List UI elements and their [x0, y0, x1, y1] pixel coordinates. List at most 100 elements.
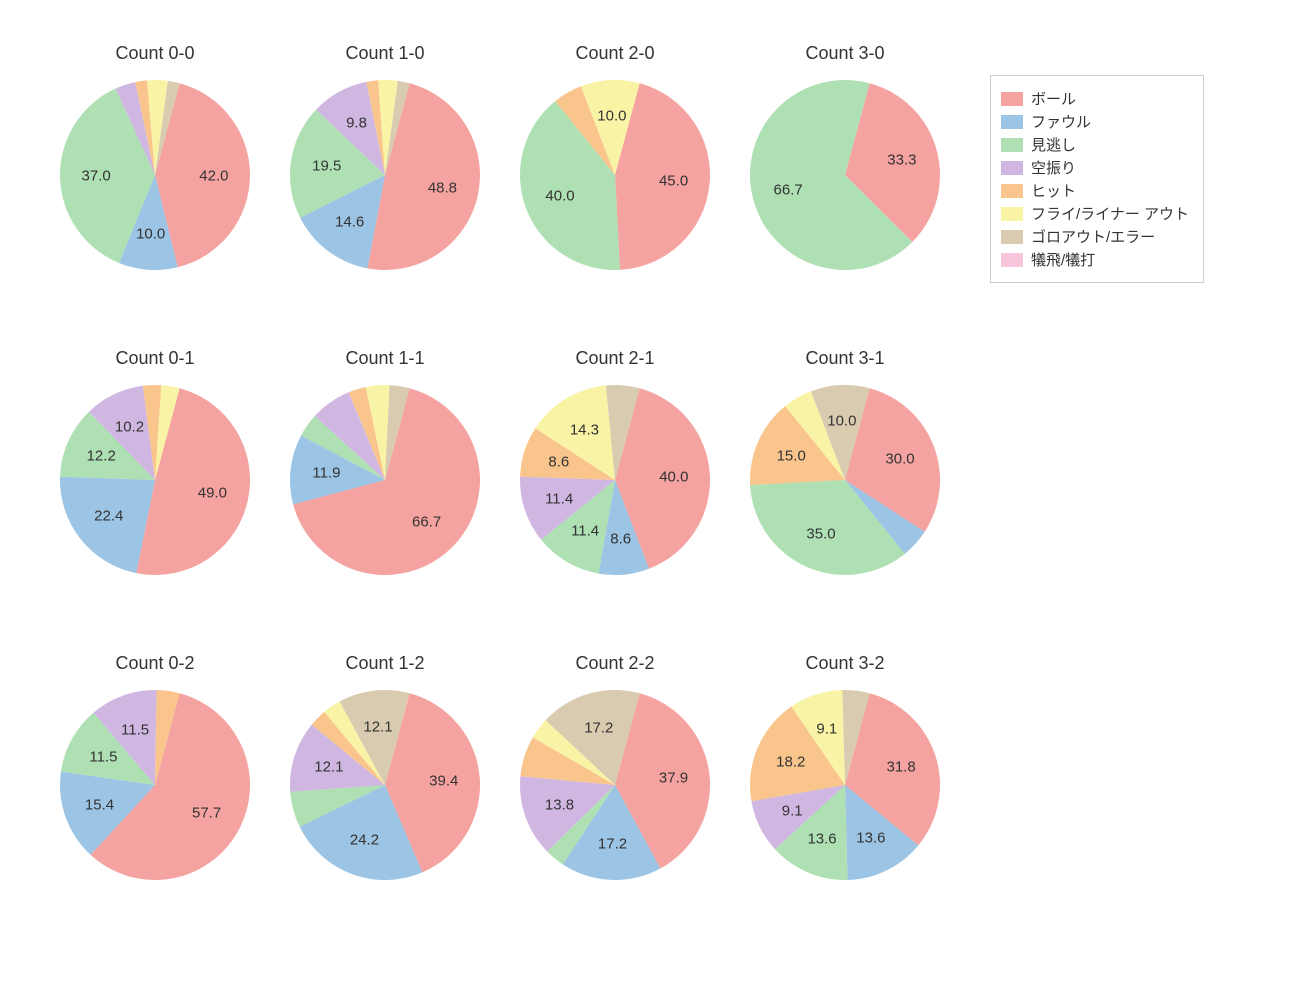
chart-title: Count 3-0 — [745, 43, 945, 64]
chart-title: Count 2-1 — [515, 348, 715, 369]
legend-label: 犠飛/犠打 — [1031, 249, 1095, 270]
chart-title: Count 2-0 — [515, 43, 715, 64]
legend: ボールファウル見逃し空振りヒットフライ/ライナー アウトゴロアウト/エラー犠飛/… — [990, 75, 1204, 283]
slice-label: 9.1 — [782, 803, 803, 820]
slice-label: 35.0 — [806, 525, 835, 542]
chart-title: Count 2-2 — [515, 653, 715, 674]
legend-label: ファウル — [1031, 111, 1091, 132]
slice-label: 40.0 — [659, 468, 688, 485]
pie-chart-c02: Count 0-257.715.411.511.5 — [55, 685, 255, 885]
legend-item-fly: フライ/ライナー アウト — [1001, 203, 1189, 224]
pie-chart-c31: Count 3-130.035.015.010.0 — [745, 380, 945, 580]
legend-item-swing: 空振り — [1001, 157, 1189, 178]
slice-label: 10.0 — [597, 108, 626, 125]
slice-label: 10.0 — [827, 413, 856, 430]
slice-label: 39.4 — [429, 772, 458, 789]
slice-label: 13.6 — [807, 831, 836, 848]
slice-label: 8.6 — [548, 454, 569, 471]
slice-label: 37.0 — [82, 168, 111, 185]
chart-title: Count 1-2 — [285, 653, 485, 674]
slice-label: 37.9 — [659, 770, 688, 787]
pie-chart-c21: Count 2-140.08.611.411.48.614.3 — [515, 380, 715, 580]
pie-chart-c20: Count 2-045.040.010.0 — [515, 75, 715, 275]
slice-label: 14.6 — [335, 214, 364, 231]
slice-label: 8.6 — [610, 530, 631, 547]
slice-label: 19.5 — [312, 158, 341, 175]
chart-grid: Count 0-0 42.0 10.0 37.0 Count 1-0 48.8 14.6 19… — [0, 0, 1300, 1000]
chart-title: Count 0-2 — [55, 653, 255, 674]
pie-svg — [745, 685, 945, 885]
slice-label: 24.2 — [350, 832, 379, 849]
slice-label: 45.0 — [659, 173, 688, 190]
slice-label: 66.7 — [774, 182, 803, 199]
slice-label: 57.7 — [192, 805, 221, 822]
legend-label: ヒット — [1031, 180, 1076, 201]
legend-swatch — [1001, 115, 1023, 129]
slice-label: 11.5 — [121, 721, 149, 738]
slice-label: 9.1 — [816, 720, 837, 737]
pie-chart-c10: Count 1-048.814.619.59.8 — [285, 75, 485, 275]
legend-item-ground: ゴロアウト/エラー — [1001, 226, 1189, 247]
legend-label: フライ/ライナー アウト — [1031, 203, 1189, 224]
legend-label: 見逃し — [1031, 134, 1076, 155]
legend-swatch — [1001, 184, 1023, 198]
slice-label: 9.8 — [346, 115, 367, 132]
pie-chart-c00: Count 0-042.010.037.0 — [55, 75, 255, 275]
pie-svg — [745, 75, 945, 275]
slice-label: 12.2 — [87, 448, 116, 465]
slice-label: 17.2 — [584, 720, 613, 737]
legend-swatch — [1001, 138, 1023, 152]
slice-label: 12.1 — [363, 718, 392, 735]
legend-swatch — [1001, 230, 1023, 244]
slice-label: 11.4 — [545, 490, 573, 507]
pie-svg — [55, 685, 255, 885]
slice-label: 10.2 — [115, 418, 144, 435]
pie-chart-c30: Count 3-033.366.7 — [745, 75, 945, 275]
pie-svg — [745, 380, 945, 580]
legend-label: 空振り — [1031, 157, 1076, 178]
chart-title: Count 1-1 — [285, 348, 485, 369]
pie-chart-c12: Count 1-239.424.212.112.1 — [285, 685, 485, 885]
slice-label: 42.0 — [199, 167, 228, 184]
slice-label: 11.5 — [89, 748, 117, 765]
pie-chart-c22: Count 2-237.917.213.817.2 — [515, 685, 715, 885]
pie-svg — [285, 75, 485, 275]
slice-label: 15.4 — [85, 796, 114, 813]
slice-label: 18.2 — [776, 754, 805, 771]
chart-title: Count 0-1 — [55, 348, 255, 369]
legend-swatch — [1001, 161, 1023, 175]
chart-title: Count 0-0 — [55, 43, 255, 64]
slice-label: 49.0 — [198, 485, 227, 502]
slice-label: 17.2 — [598, 835, 627, 852]
slice-label: 66.7 — [412, 513, 441, 530]
chart-title: Count 3-1 — [745, 348, 945, 369]
slice-label: 14.3 — [570, 421, 599, 438]
slice-label: 12.1 — [314, 759, 343, 776]
chart-title: Count 3-2 — [745, 653, 945, 674]
legend-item-looking: 見逃し — [1001, 134, 1189, 155]
slice-label: 40.0 — [545, 188, 574, 205]
legend-swatch — [1001, 207, 1023, 221]
pie-svg — [55, 380, 255, 580]
slice-label: 48.8 — [428, 180, 457, 197]
slice-label: 33.3 — [887, 151, 916, 168]
legend-label: ボール — [1031, 88, 1076, 109]
pie-chart-c01: Count 0-149.022.412.210.2 — [55, 380, 255, 580]
slice-label: 11.4 — [571, 522, 599, 539]
slice-label: 30.0 — [885, 450, 914, 467]
legend-item-foul: ファウル — [1001, 111, 1189, 132]
legend-item-ball: ボール — [1001, 88, 1189, 109]
legend-label: ゴロアウト/エラー — [1031, 226, 1155, 247]
pie-chart-c11: Count 1-166.711.9 — [285, 380, 485, 580]
slice-label: 13.6 — [856, 829, 885, 846]
slice-label: 22.4 — [94, 508, 123, 525]
legend-swatch — [1001, 253, 1023, 267]
chart-title: Count 1-0 — [285, 43, 485, 64]
slice-label: 31.8 — [886, 759, 915, 776]
legend-swatch — [1001, 92, 1023, 106]
slice-label: 10.0 — [136, 225, 165, 242]
pie-chart-c32: Count 3-231.813.613.69.118.29.1 — [745, 685, 945, 885]
legend-item-hit: ヒット — [1001, 180, 1189, 201]
slice-label: 11.9 — [312, 465, 340, 482]
legend-item-sac: 犠飛/犠打 — [1001, 249, 1189, 270]
